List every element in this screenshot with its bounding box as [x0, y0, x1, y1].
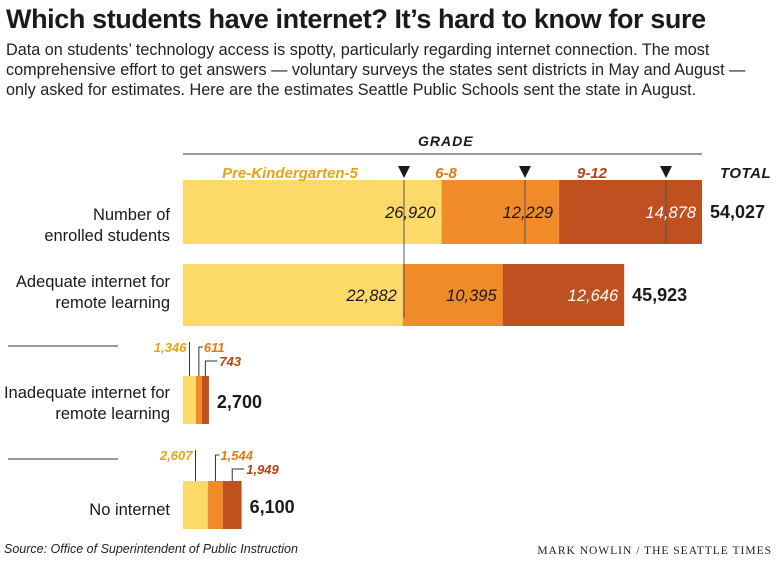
value-label-prek5-row3: 1,346	[154, 340, 187, 355]
bar-g6-8-row2	[402, 264, 503, 326]
value-label-g9-12-row1: 14,878	[646, 204, 697, 222]
value-label-9-12-row3: 743	[219, 354, 241, 369]
row-label-enrolled: Number of enrolled students	[44, 206, 170, 245]
value-label-prek5-row4: 2,607	[159, 448, 193, 463]
value-label-9-12-row4: 1,949	[246, 462, 279, 477]
value-label-g6-8-row1: 12,229	[503, 204, 553, 222]
bar-g9-12-row2	[502, 264, 625, 326]
bar-g9-12-row3	[201, 376, 209, 424]
series-label-g6-8: 6-8	[435, 165, 457, 182]
total-label-row2: 45,923	[632, 285, 687, 305]
value-label-g6-8-row2: 10,395	[446, 287, 497, 305]
pointer-g6-8	[519, 166, 531, 178]
series-label-prek5: Pre-Kindergarten-5	[222, 165, 359, 182]
total-label-row1: 54,027	[710, 202, 765, 222]
bar-g6-8-row1	[441, 180, 560, 244]
chart-subtitle: Data on students’ technology access is s…	[6, 41, 746, 99]
row-label-inadequate: Inadequate internet for remote learning	[3, 384, 170, 423]
total-label-row4: 6,100	[250, 497, 295, 517]
bar-prek5-row4	[183, 481, 209, 529]
bar-prek5-row2	[183, 264, 403, 326]
source-note: Source: Office of Superintendent of Publ…	[4, 542, 298, 556]
series-label-g9-12: 9-12	[577, 165, 608, 182]
leader-line-9-12-row3	[204, 360, 218, 376]
row-label-adequate: Adequate internet for remote learning	[15, 273, 170, 312]
total-header: TOTAL	[720, 165, 772, 182]
chart-title: Which students have internet? It’s hard …	[6, 4, 706, 34]
row-label-no-internet: No internet	[89, 501, 170, 519]
total-label-row3: 2,700	[217, 392, 262, 412]
bar-prek5-row3	[183, 376, 196, 424]
bar-g9-12-row4	[222, 481, 242, 529]
bar-g9-12-row1	[559, 180, 702, 244]
value-label-prek5-row2: 22,882	[345, 287, 396, 305]
value-label-6-8-row4: 1,544	[220, 448, 253, 463]
value-label-6-8-row3: 611	[204, 340, 225, 355]
credit-line: MARK NOWLIN / THE SEATTLE TIMES	[537, 545, 772, 557]
leader-line-9-12-row4	[231, 468, 245, 481]
bar-g6-8-row3	[195, 376, 202, 424]
value-label-g9-12-row2: 12,646	[568, 287, 619, 305]
bar-prek5-row1	[183, 180, 442, 244]
leader-line-6-8-row3	[198, 346, 203, 376]
pointer-prek5	[398, 166, 410, 178]
value-label-prek5-row1: 26,920	[384, 204, 436, 222]
pointer-g9-12	[660, 166, 672, 178]
bar-g6-8-row4	[208, 481, 223, 529]
grade-header: GRADE	[418, 133, 474, 149]
leader-line-6-8-row4	[214, 454, 220, 481]
